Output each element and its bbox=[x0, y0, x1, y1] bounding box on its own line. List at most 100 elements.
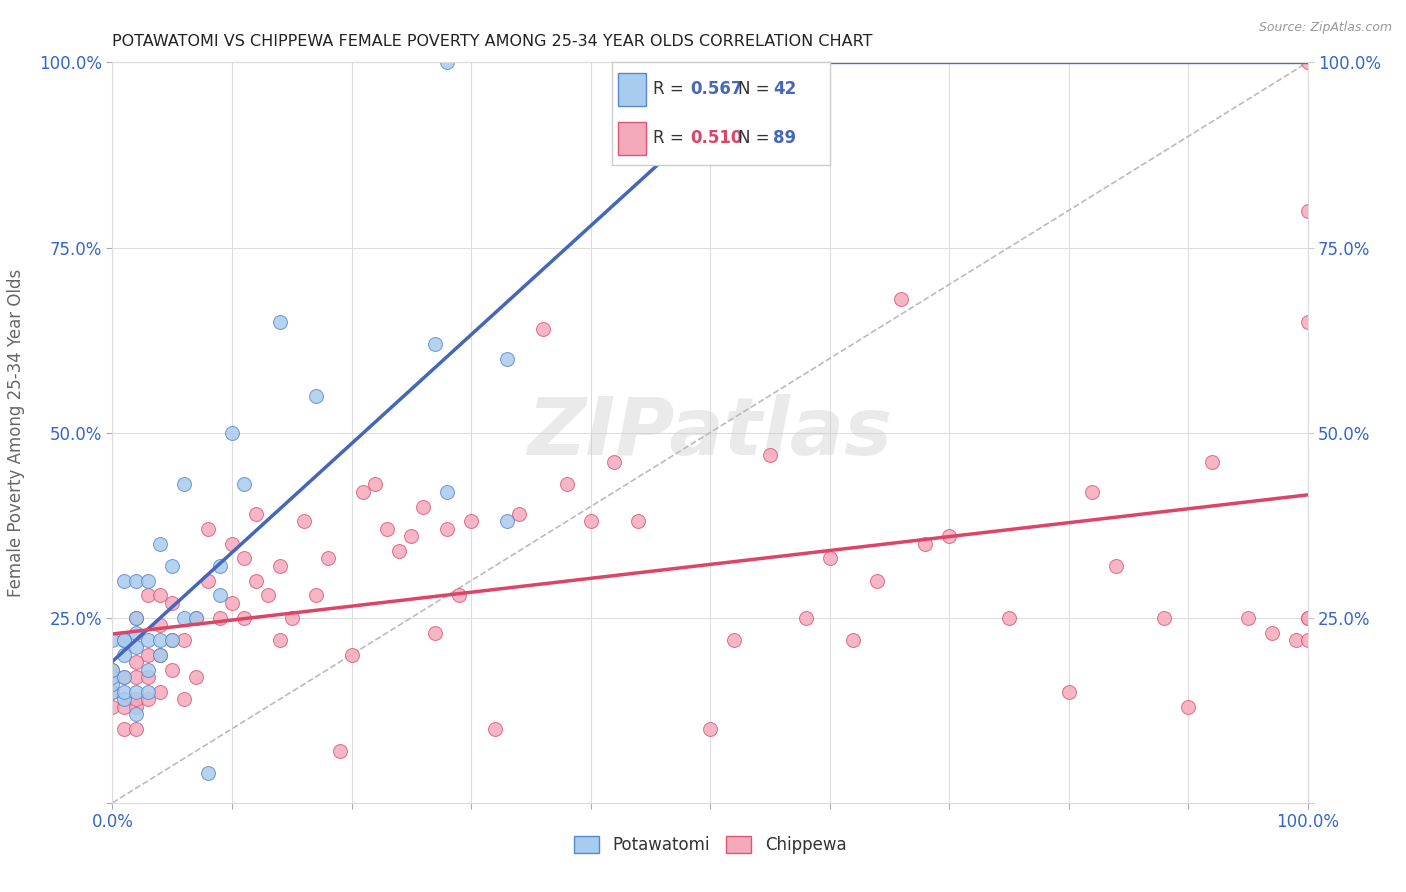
Point bbox=[125, 699, 148, 714]
Point bbox=[914, 536, 936, 550]
Point bbox=[125, 706, 148, 721]
Text: 0.510: 0.510 bbox=[690, 129, 742, 147]
Point bbox=[1105, 558, 1128, 573]
Point bbox=[197, 574, 219, 588]
Point bbox=[114, 685, 135, 699]
Point bbox=[1237, 610, 1260, 624]
Point bbox=[101, 663, 124, 677]
Point bbox=[794, 610, 817, 624]
Point bbox=[579, 515, 602, 529]
Point bbox=[292, 515, 315, 529]
Point bbox=[149, 648, 172, 662]
Point bbox=[305, 589, 328, 603]
Point bbox=[388, 544, 411, 558]
Point bbox=[173, 610, 195, 624]
Point bbox=[114, 632, 135, 647]
Point bbox=[125, 625, 148, 640]
Point bbox=[460, 515, 482, 529]
Point bbox=[316, 551, 339, 566]
Point bbox=[138, 589, 160, 603]
Point bbox=[412, 500, 434, 514]
Point bbox=[101, 685, 124, 699]
Point bbox=[173, 632, 195, 647]
Point bbox=[186, 610, 208, 624]
Point bbox=[149, 589, 172, 603]
Point bbox=[162, 558, 183, 573]
Point bbox=[1177, 699, 1199, 714]
Bar bbox=[619, 73, 647, 105]
Point bbox=[149, 685, 172, 699]
Point bbox=[818, 551, 841, 566]
Point bbox=[209, 558, 232, 573]
Point bbox=[138, 670, 160, 684]
Point bbox=[364, 477, 387, 491]
Point bbox=[603, 455, 626, 469]
Point bbox=[138, 692, 160, 706]
Text: R =: R = bbox=[652, 129, 689, 147]
Point bbox=[1296, 203, 1319, 218]
Point bbox=[114, 692, 135, 706]
Point bbox=[149, 536, 172, 550]
Point bbox=[114, 632, 135, 647]
Point bbox=[162, 632, 183, 647]
Point bbox=[138, 663, 160, 677]
Point bbox=[125, 610, 148, 624]
Point bbox=[329, 744, 352, 758]
Point bbox=[998, 610, 1021, 624]
Point bbox=[125, 640, 148, 655]
Text: ZIPatlas: ZIPatlas bbox=[527, 393, 893, 472]
Point bbox=[842, 632, 865, 647]
Point bbox=[305, 388, 328, 402]
Point bbox=[401, 529, 423, 543]
Point bbox=[173, 477, 195, 491]
Point bbox=[209, 589, 232, 603]
Point bbox=[114, 670, 135, 684]
Point bbox=[149, 632, 172, 647]
Point bbox=[114, 722, 135, 736]
Point bbox=[186, 610, 208, 624]
Point bbox=[101, 699, 124, 714]
Point bbox=[1081, 484, 1104, 499]
Point bbox=[484, 722, 506, 736]
Point bbox=[125, 655, 148, 669]
Point bbox=[221, 425, 243, 440]
Point bbox=[101, 670, 124, 684]
Point bbox=[269, 558, 291, 573]
Point bbox=[1296, 314, 1319, 328]
Point bbox=[1057, 685, 1080, 699]
Point bbox=[186, 670, 208, 684]
Point bbox=[162, 596, 183, 610]
Point bbox=[1296, 610, 1319, 624]
Point bbox=[699, 722, 721, 736]
Point bbox=[425, 336, 447, 351]
Point bbox=[114, 574, 135, 588]
Point bbox=[269, 314, 291, 328]
Point bbox=[162, 632, 183, 647]
Point bbox=[125, 670, 148, 684]
Text: Source: ZipAtlas.com: Source: ZipAtlas.com bbox=[1258, 21, 1392, 34]
Point bbox=[221, 596, 243, 610]
Point bbox=[114, 632, 135, 647]
Point bbox=[269, 632, 291, 647]
Point bbox=[149, 618, 172, 632]
Point bbox=[114, 670, 135, 684]
Point bbox=[436, 484, 458, 499]
Point bbox=[209, 610, 232, 624]
Point bbox=[436, 55, 458, 70]
Text: 89: 89 bbox=[773, 129, 796, 147]
Point bbox=[197, 766, 219, 780]
Point bbox=[114, 699, 135, 714]
Text: R =: R = bbox=[652, 80, 689, 98]
Point bbox=[425, 625, 447, 640]
Point bbox=[508, 507, 530, 521]
Point bbox=[340, 648, 363, 662]
Text: N =: N = bbox=[738, 80, 775, 98]
Point bbox=[125, 574, 148, 588]
Point bbox=[114, 648, 135, 662]
Point bbox=[1153, 610, 1175, 624]
Point bbox=[866, 574, 889, 588]
Point bbox=[233, 477, 256, 491]
Point bbox=[101, 685, 124, 699]
Bar bbox=[619, 122, 647, 155]
Point bbox=[496, 351, 519, 366]
